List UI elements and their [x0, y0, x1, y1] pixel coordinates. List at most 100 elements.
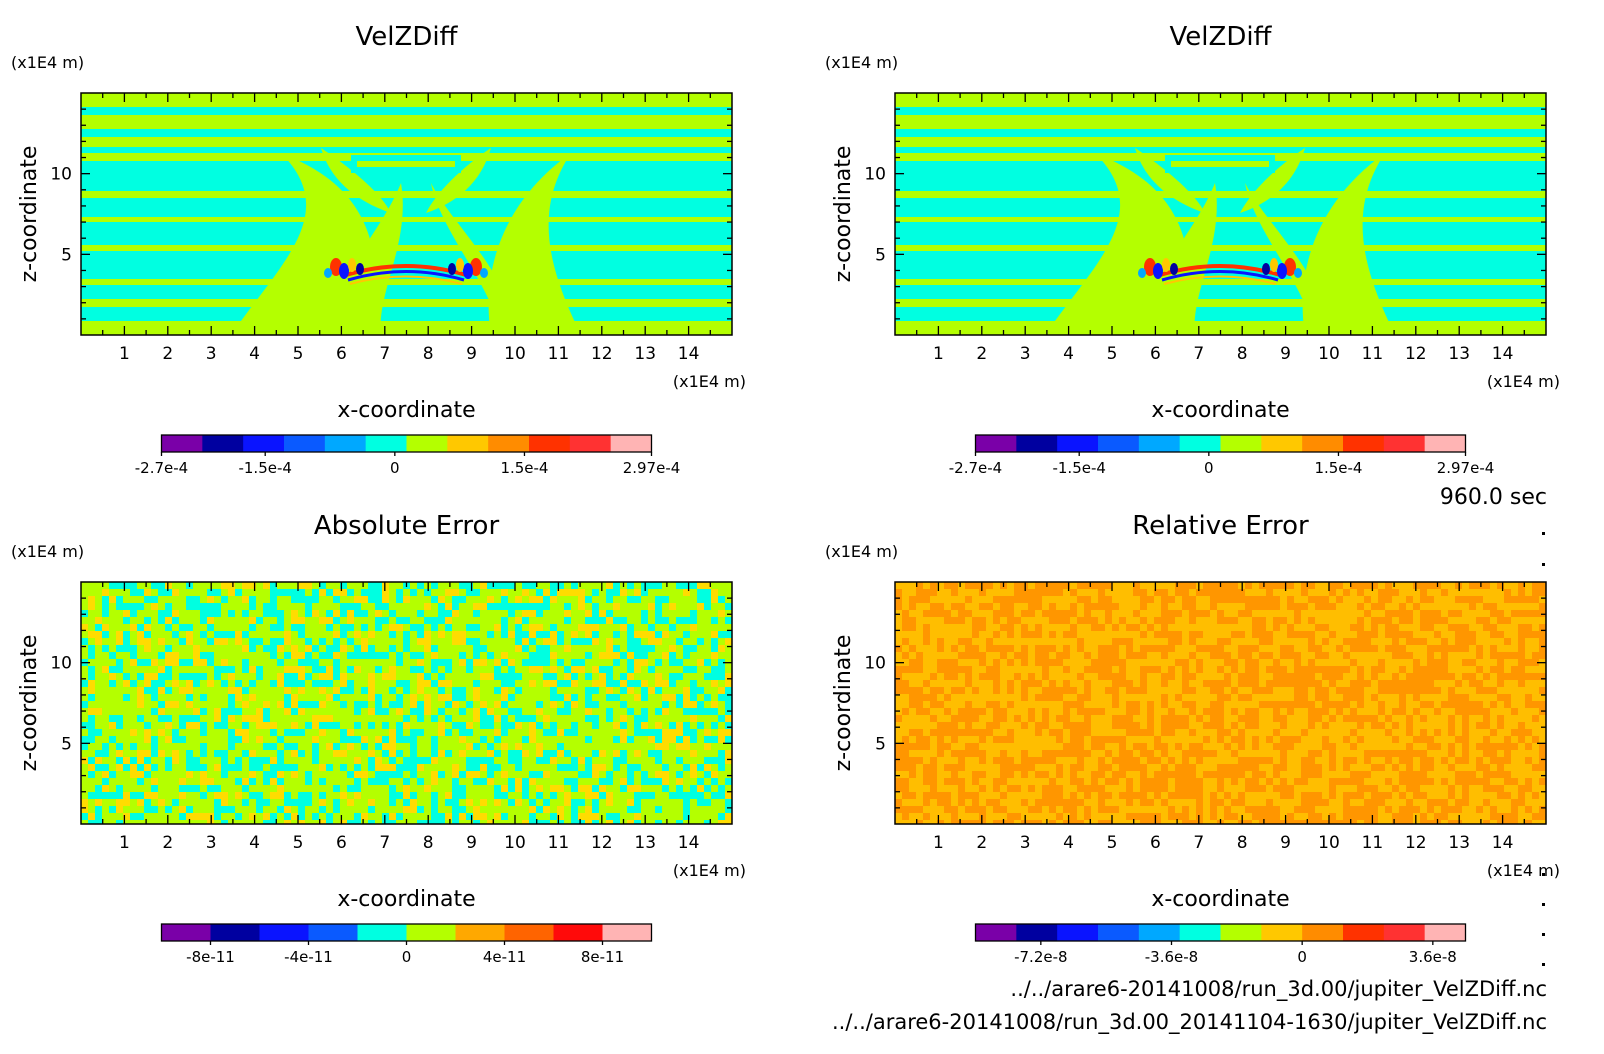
vortex-blob	[1153, 263, 1163, 279]
plume-region	[1302, 153, 1395, 335]
colorbar-swatch	[259, 924, 309, 941]
x-axis-label: x-coordinate	[1151, 398, 1289, 423]
colorbar-label: 0	[402, 948, 412, 966]
vortex-blob	[1138, 268, 1146, 278]
x-tick-label: 14	[678, 344, 700, 364]
vortex-blob	[470, 258, 482, 276]
colorbar-swatch	[1302, 435, 1344, 452]
wave-front	[1161, 270, 1279, 282]
colorbar-swatch	[1343, 924, 1385, 941]
x-tick-label: 2	[976, 344, 987, 364]
colorbar-label: 0	[390, 459, 400, 477]
vortex-blob	[1170, 263, 1178, 275]
colorbar-swatch	[1016, 924, 1058, 941]
colorbar-swatch	[1383, 435, 1426, 452]
field-band	[895, 115, 1546, 129]
colorbar-frame	[974, 434, 1467, 453]
heatmap-field	[81, 93, 732, 335]
colorbar-swatch	[975, 924, 1017, 941]
colorbar-swatch	[1098, 924, 1140, 941]
vortex-blob	[1277, 263, 1287, 279]
y-unit-label: (x1E4 m)	[825, 53, 898, 72]
colorbar-swatch	[406, 435, 448, 452]
field-band	[895, 217, 1546, 222]
x-tick-label: 2	[162, 833, 173, 853]
x-tick-label: 4	[249, 833, 260, 853]
colorbar-label: 3.6e-8	[1409, 948, 1457, 966]
y-unit-label: (x1E4 m)	[825, 542, 898, 561]
colorbar-label: 8e-11	[581, 948, 624, 966]
field-band	[895, 279, 1546, 285]
x-tick-label: 10	[1318, 833, 1340, 853]
field-band	[81, 245, 732, 251]
colorbar-swatch	[1098, 435, 1140, 452]
y-axis-label: z-coordinate	[831, 146, 856, 283]
colorbar-swatch	[1016, 435, 1058, 452]
y-tick-label: 10	[864, 654, 886, 674]
x-tick-label: 9	[1280, 344, 1291, 364]
chart-panel-2: VelZDiff (x1E4 m) (x1E4 m) x-coordinate z-co…	[825, 22, 1560, 477]
x-tick-label: 9	[466, 344, 477, 364]
plume-region	[1130, 183, 1217, 335]
x-tick-label: 8	[423, 344, 434, 364]
x-tick-label: 13	[634, 833, 656, 853]
y-axis-label: z-coordinate	[831, 635, 856, 772]
colorbar-swatch	[308, 924, 358, 941]
noise-cells	[81, 582, 732, 824]
decorative-dots	[1542, 532, 1545, 966]
field-band	[81, 279, 732, 285]
colorbar-swatch	[1261, 924, 1303, 941]
x-tick-label: 1	[119, 833, 130, 853]
x-tick-label: 10	[504, 833, 526, 853]
heatmap-field	[895, 93, 1546, 335]
colorbar-swatch	[1424, 924, 1466, 941]
plume-region	[1135, 148, 1205, 213]
y-axis-label: z-coordinate	[17, 635, 42, 772]
colorbar-swatch	[161, 435, 203, 452]
x-tick-label: 3	[1020, 833, 1031, 853]
x-axis-label: x-coordinate	[337, 887, 475, 912]
colorbar-swatch	[365, 435, 407, 452]
field-band	[357, 161, 455, 167]
x-tick-label: 8	[1237, 344, 1248, 364]
colorbar-swatch	[1302, 924, 1344, 941]
x-unit-label: (x1E4 m)	[1487, 372, 1560, 391]
colorbar-label: -4e-11	[284, 948, 333, 966]
vortex-blob	[324, 268, 332, 278]
y-tick-label: 5	[61, 734, 72, 754]
x-tick-label: 14	[1492, 344, 1514, 364]
colorbar-label: -1.5e-4	[238, 459, 291, 477]
x-tick-label: 12	[591, 344, 613, 364]
field-band	[81, 217, 732, 222]
chart-panel-4: Relative Error (x1E4 m) (x1E4 m) x-coordina…	[825, 511, 1560, 966]
x-tick-label: 11	[1362, 833, 1384, 853]
x-tick-label: 5	[293, 344, 304, 364]
colorbar-swatch	[324, 435, 367, 452]
x-tick-label: 5	[1107, 344, 1118, 364]
x-tick-label: 1	[119, 344, 130, 364]
heatmap-field	[895, 582, 1546, 824]
colorbar-swatch	[1179, 924, 1221, 941]
colorbar-label: -7.2e-8	[1014, 948, 1067, 966]
colorbar-frame	[160, 434, 653, 453]
x-tick-label: 14	[1492, 833, 1514, 853]
wave-front	[347, 270, 465, 282]
colorbar-swatch	[975, 435, 1017, 452]
x-tick-label: 8	[423, 833, 434, 853]
wave-front	[1163, 275, 1277, 285]
colorbar-swatch	[504, 924, 554, 941]
colorbar-swatch	[202, 435, 244, 452]
colorbar-label: 2.97e-4	[623, 459, 681, 477]
field-background	[895, 93, 1546, 335]
vortex-blob	[1262, 263, 1270, 275]
colorbar-swatch	[243, 435, 285, 452]
colorbar-swatch	[1057, 924, 1099, 941]
x-tick-label: 3	[206, 833, 217, 853]
field-band	[895, 245, 1546, 251]
vortex-blob	[456, 258, 464, 272]
colorbar-label: -8e-11	[186, 948, 235, 966]
colorbar-swatch	[210, 924, 260, 941]
x-tick-label: 7	[379, 833, 390, 853]
x-tick-label: 8	[1237, 833, 1248, 853]
